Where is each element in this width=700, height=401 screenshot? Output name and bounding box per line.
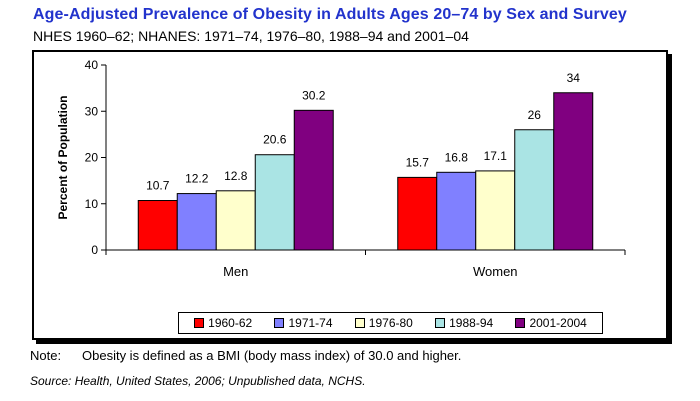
bar-data-label: 17.1 (484, 149, 508, 163)
bar-data-label: 16.8 (445, 150, 469, 164)
legend-label: 1988-94 (449, 316, 494, 330)
bar (475, 170, 516, 251)
bar (137, 200, 178, 251)
note-label: Note: (30, 348, 62, 363)
y-tick-label: 40 (85, 58, 99, 72)
legend-swatch (274, 318, 285, 328)
bar-chart: 0 10 20 30 40 Percent of Population 10.7 12.2 12… (56, 58, 626, 279)
y-tick-label: 20 (85, 151, 99, 165)
legend-label: 1960-62 (208, 316, 253, 330)
bar-data-label: 26 (528, 108, 542, 122)
bar (397, 176, 438, 251)
bar (254, 154, 295, 251)
bar-data-label: 10.7 (146, 179, 170, 193)
bar-data-label: 34 (567, 71, 581, 85)
legend-label: 1971-74 (288, 316, 333, 330)
legend-swatch (194, 318, 205, 328)
legend: 1960-62 1971-74 1976-80 1988-94 2001-2004 (178, 312, 603, 334)
legend-item: 1988-94 (435, 316, 493, 330)
bar-data-label: 30.2 (302, 88, 326, 102)
bar-data-label: 12.8 (224, 169, 248, 183)
chart-subtitle: NHES 1960–62; NHANES: 1971–74, 1976–80, … (33, 28, 469, 44)
y-axis-title: Percent of Population (56, 95, 70, 219)
y-tick-label: 0 (91, 243, 98, 257)
bar (514, 129, 555, 251)
chart-title: Age-Adjusted Prevalence of Obesity in Ad… (33, 6, 627, 23)
legend-item: 1976-80 (354, 316, 413, 330)
note-text: Obesity is defined as a BMI (body mass i… (82, 348, 462, 363)
legend-item: 1971-74 (274, 316, 333, 330)
chart-frame: 0 10 20 30 40 Percent of Population 10.7 12.2 12… (32, 50, 668, 340)
legend-label: 2001-2004 (529, 316, 587, 330)
x-category-label: Men (223, 264, 248, 279)
legend-label: 1976-80 (368, 316, 413, 330)
note: Note: Obesity is defined as a BMI (body m… (30, 348, 461, 363)
bar-data-label: 12.2 (185, 172, 209, 186)
legend-swatch (354, 318, 365, 328)
bar (293, 109, 334, 251)
x-category-label: Women (473, 264, 518, 279)
bar (215, 190, 256, 251)
y-tick-label: 10 (85, 197, 99, 211)
y-tick-label: 30 (85, 104, 99, 118)
legend-swatch (435, 318, 446, 328)
legend-swatch (515, 318, 526, 328)
bar (553, 92, 594, 251)
source-line: Source: Health, United States, 2006; Unp… (30, 374, 366, 388)
bar (436, 171, 477, 251)
legend-item: 2001-2004 (515, 316, 587, 330)
legend-item: 1960-62 (194, 316, 252, 330)
bar-data-label: 20.6 (263, 133, 287, 147)
bar-data-label: 15.7 (406, 155, 430, 169)
bar (176, 193, 217, 251)
